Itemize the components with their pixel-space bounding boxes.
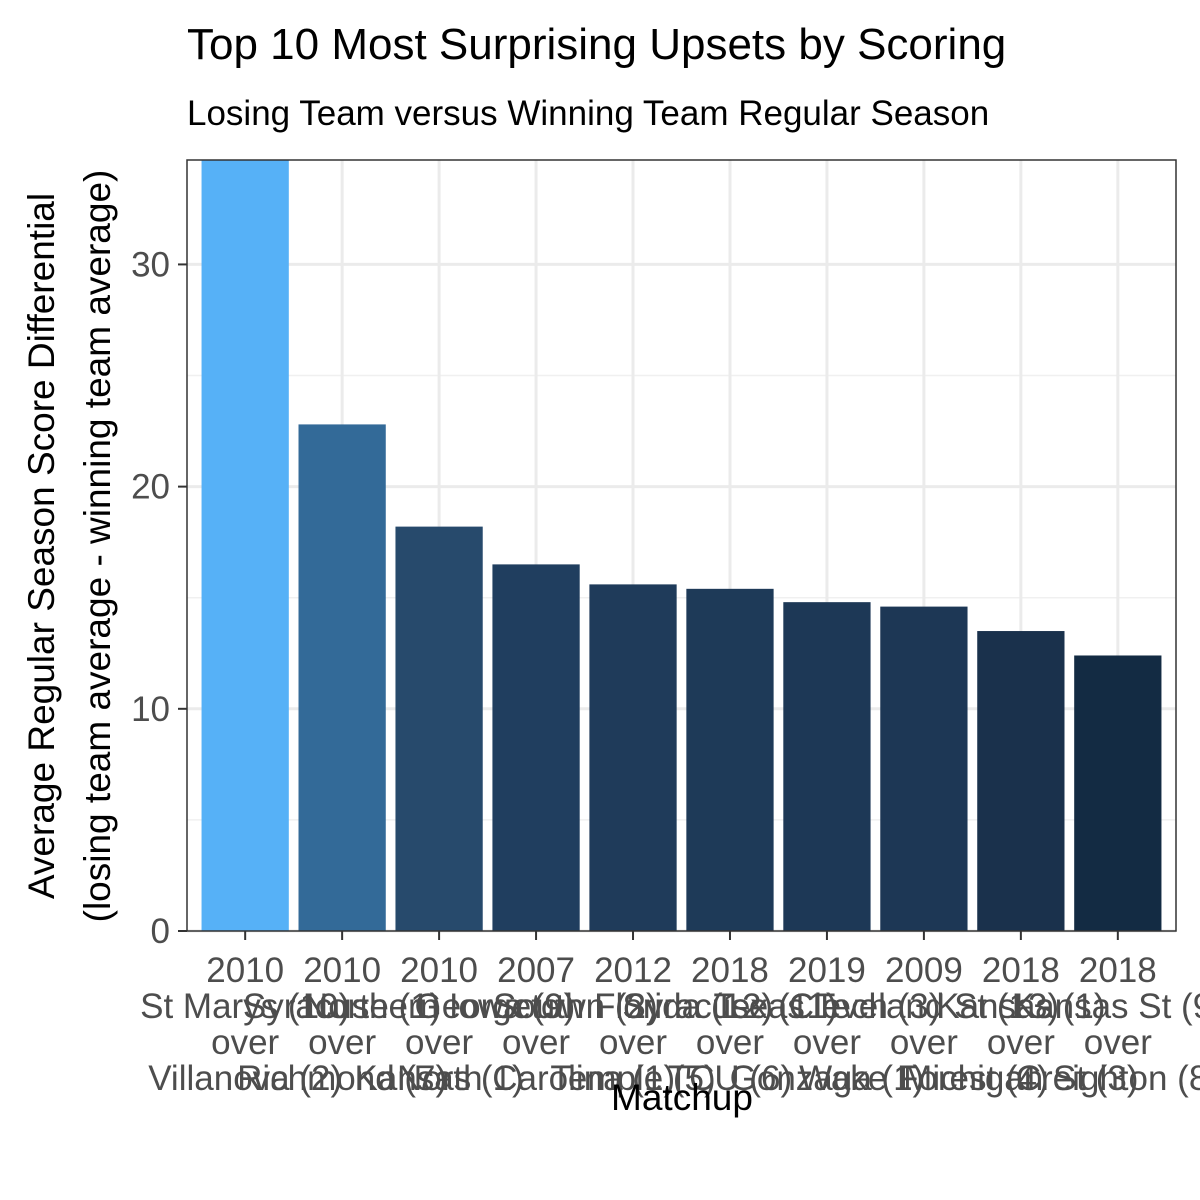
y-tick-label: 10 bbox=[131, 690, 170, 729]
x-tick-label-joiner: over bbox=[308, 1023, 376, 1062]
x-tick-label-year: 2010 bbox=[303, 951, 381, 990]
y-tick-label: 20 bbox=[131, 468, 170, 507]
y-axis-subtitle: (losing team average - winning team aver… bbox=[77, 170, 118, 923]
bar bbox=[395, 526, 483, 931]
x-tick-label-winner: St Marys (10) bbox=[140, 987, 350, 1026]
x-tick-label-year: 2012 bbox=[594, 951, 672, 990]
x-tick-label-loser: Richmond (7) bbox=[237, 1059, 447, 1098]
bar bbox=[589, 584, 677, 931]
x-tick-label-year: 2018 bbox=[1079, 951, 1157, 990]
x-tick-label-joiner: over bbox=[890, 1023, 958, 1062]
y-tick-label: 30 bbox=[131, 245, 170, 284]
x-tick-label-year: 2018 bbox=[982, 951, 1060, 990]
x-tick-label-winner: Texas Tech (3) bbox=[713, 987, 940, 1026]
bar bbox=[1074, 655, 1162, 931]
x-tick-label-year: 2019 bbox=[788, 951, 866, 990]
x-tick-label-joiner: over bbox=[987, 1023, 1055, 1062]
x-tick-label-winner: Northern Iowa (9) bbox=[303, 987, 575, 1026]
x-tick-label-year: 2010 bbox=[206, 951, 284, 990]
x-tick-label-joiner: over bbox=[211, 1023, 279, 1062]
x-tick-label-loser: Creighton (8) bbox=[1016, 1059, 1200, 1098]
x-tick-label-winner: Syracuse (11) bbox=[622, 987, 837, 1026]
x-tick-label-loser: Wake Forest (4) bbox=[799, 1059, 1049, 1098]
bar bbox=[201, 160, 289, 931]
x-tick-label-year: 2010 bbox=[400, 951, 478, 990]
x-tick-label-joiner: over bbox=[696, 1023, 764, 1062]
chart-subtitle: Losing Team versus Winning Team Regular … bbox=[187, 94, 990, 133]
chart-title: Top 10 Most Surprising Upsets by Scoring bbox=[187, 20, 1007, 69]
y-axis: 0 10 20 30 bbox=[131, 245, 187, 951]
x-tick-label-year: 2009 bbox=[885, 951, 963, 990]
x-tick-label-loser: Kansas (1) bbox=[354, 1059, 523, 1098]
x-tick-label-loser: Villanova (2) bbox=[148, 1059, 342, 1098]
x-tick-label-joiner: over bbox=[502, 1023, 570, 1062]
x-tick-label-loser: Temple (5) bbox=[550, 1059, 715, 1098]
x-tick-label-winner: Kansas St (9) bbox=[1012, 987, 1200, 1026]
x-tick-label-loser: North Carolina (1) bbox=[397, 1059, 675, 1098]
x-tick-label-winner: Georgetown (2) bbox=[414, 987, 657, 1026]
x-tick-label-joiner: over bbox=[599, 1023, 667, 1062]
x-tick-label-winner: Kansas (1) bbox=[936, 987, 1105, 1026]
x-tick-label-loser: Gonzaga (1) bbox=[730, 1059, 925, 1098]
x-tick-label-joiner: over bbox=[793, 1023, 861, 1062]
x-tick-label-winner: Syracuse (1) bbox=[243, 987, 441, 1026]
y-tick-label: 0 bbox=[151, 912, 170, 951]
panel-border bbox=[186, 159, 1177, 932]
bar bbox=[783, 602, 871, 931]
x-tick-label-joiner: over bbox=[1084, 1023, 1152, 1062]
x-tick-label-joiner: over bbox=[405, 1023, 473, 1062]
x-tick-label-winner: Cleveland St (13) bbox=[789, 987, 1059, 1026]
x-tick-label-loser: Michigan St (3) bbox=[903, 1059, 1138, 1098]
bar bbox=[492, 564, 580, 931]
bar bbox=[880, 606, 968, 931]
bar bbox=[686, 588, 774, 931]
x-tick-label-loser: TCU (6) bbox=[668, 1059, 792, 1098]
bar bbox=[977, 631, 1065, 931]
bar bbox=[298, 424, 386, 931]
y-axis-title: Average Regular Season Score Differentia… bbox=[21, 193, 62, 899]
bars bbox=[201, 160, 1162, 931]
x-tick-label-year: 2007 bbox=[497, 951, 575, 990]
x-axis-title: Matchup bbox=[611, 1077, 753, 1118]
x-tick-label-winner: South Florida (12) bbox=[493, 987, 773, 1026]
x-tick-label-year: 2018 bbox=[691, 951, 769, 990]
